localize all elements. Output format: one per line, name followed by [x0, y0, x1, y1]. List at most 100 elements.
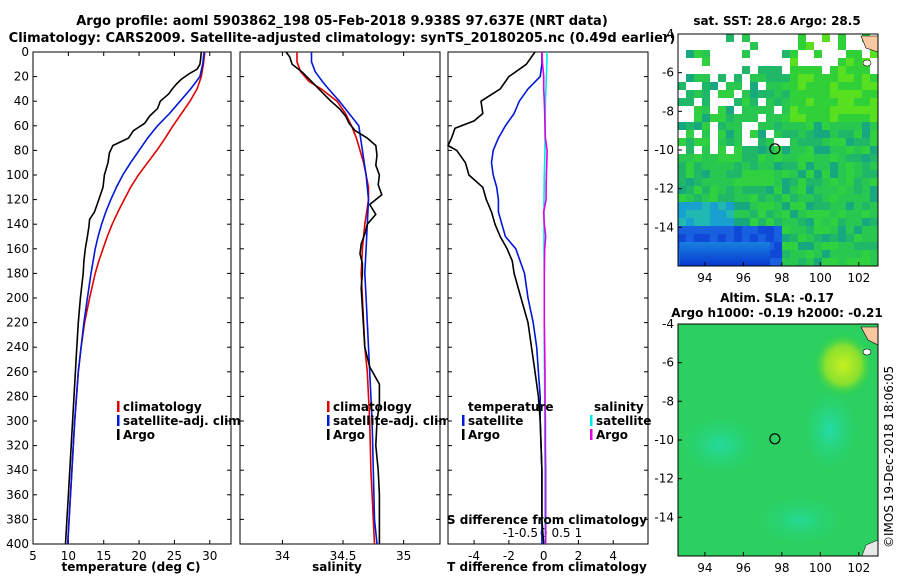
sst-pixel	[790, 90, 798, 98]
sst-pixel	[742, 210, 750, 218]
sst-pixel	[686, 138, 694, 146]
sst-pixel	[750, 82, 758, 90]
sst-pixel	[838, 34, 846, 42]
sst-pixel	[710, 226, 718, 234]
sst-pixel	[862, 146, 870, 154]
sst-pixel	[854, 210, 862, 218]
sla-map-anomalies	[680, 326, 879, 557]
sst-pixel	[726, 34, 734, 42]
sst-pixel	[846, 234, 854, 242]
sst-pixel	[822, 130, 830, 138]
s-diff-xtick-label: -1	[503, 526, 515, 540]
sst-pixel	[806, 98, 814, 106]
sst-pixel	[798, 114, 806, 122]
sst-pixel	[774, 218, 782, 226]
sst-pixel	[830, 170, 838, 178]
sst-pixel	[814, 194, 822, 202]
sst-pixel	[822, 34, 830, 42]
t-diff-xtick-label: -4	[468, 549, 480, 563]
sst-pixel	[742, 202, 750, 210]
temp-series-satellite-adj-clim-	[66, 51, 205, 545]
sst-pixel	[790, 162, 798, 170]
sst-pixel	[678, 218, 686, 226]
sst-pixel	[798, 226, 806, 234]
temp-xtick-label: 5	[29, 549, 37, 563]
sst-pixel	[806, 90, 814, 98]
sst-pixel	[694, 170, 702, 178]
sst-pixel	[806, 202, 814, 210]
sst-pixel	[806, 242, 814, 250]
sst-pixel	[854, 82, 862, 90]
temp-series-argo	[64, 51, 203, 545]
salinity-legend-swatch	[327, 401, 330, 412]
sst-pixel	[774, 146, 782, 154]
sst-pixel	[726, 130, 734, 138]
sst-pixel	[830, 98, 838, 106]
diff-temperature-legend-label: Argo	[468, 428, 500, 442]
map-lat-tick-label: -4	[662, 27, 674, 41]
sst-pixel	[734, 74, 742, 82]
sst-pixel	[814, 242, 822, 250]
sst-pixel	[798, 154, 806, 162]
sst-pixel	[862, 138, 870, 146]
sst-pixel	[830, 90, 838, 98]
sst-pixel	[774, 130, 782, 138]
sst-pixel	[734, 218, 742, 226]
sst-pixel	[790, 202, 798, 210]
sst-pixel	[758, 170, 766, 178]
sst-pixel	[782, 210, 790, 218]
sst-pixel	[718, 146, 726, 154]
sst-pixel	[750, 178, 758, 186]
map-lon-tick-label: 100	[809, 561, 832, 575]
sst-pixel	[702, 210, 710, 218]
sst-pixel	[782, 90, 790, 98]
sst-pixel	[766, 154, 774, 162]
sst-pixel	[814, 202, 822, 210]
sst-pixel	[854, 122, 862, 130]
sst-pixel	[870, 170, 878, 178]
temp-xtick-label: 20	[131, 549, 146, 563]
sst-pixel	[822, 250, 830, 258]
sst-pixel	[838, 66, 846, 74]
sst-pixel	[758, 186, 766, 194]
sst-pixel	[798, 170, 806, 178]
sst-pixel	[726, 90, 734, 98]
sst-pixel	[726, 218, 734, 226]
sst-pixel	[726, 138, 734, 146]
depth-tick-label: 100	[6, 168, 29, 182]
sst-pixel	[846, 114, 854, 122]
sst-pixel	[726, 194, 734, 202]
sla-map-title-line1: Altim. SLA: -0.17	[720, 291, 834, 305]
sst-pixel	[750, 106, 758, 114]
sst-pixel	[686, 202, 694, 210]
sst-pixel	[814, 122, 822, 130]
sst-pixel	[734, 82, 742, 90]
sst-pixel	[726, 162, 734, 170]
sst-pixel	[814, 98, 822, 106]
sst-map-field	[678, 34, 879, 266]
map-lat-tick-label: -8	[662, 394, 674, 408]
sst-pixel	[702, 154, 710, 162]
sst-pixel	[854, 226, 862, 234]
sst-pixel	[846, 58, 854, 66]
map-lat-tick-label: -6	[662, 356, 674, 370]
sst-pixel	[854, 242, 862, 250]
sst-pixel	[750, 210, 758, 218]
sst-pixel	[782, 114, 790, 122]
sst-pixel	[750, 90, 758, 98]
sst-pixel	[734, 210, 742, 218]
sst-pixel	[686, 218, 694, 226]
sst-pixel	[702, 170, 710, 178]
sst-pixel	[806, 170, 814, 178]
sst-pixel	[758, 106, 766, 114]
sal-xtick-label: 35	[396, 549, 411, 563]
sst-pixel	[766, 170, 774, 178]
sst-pixel	[846, 202, 854, 210]
sst-pixel	[822, 106, 830, 114]
sst-pixel	[838, 90, 846, 98]
sst-pixel	[814, 114, 822, 122]
sst-pixel	[718, 114, 726, 122]
sst-pixel	[822, 194, 830, 202]
sst-pixel	[838, 42, 846, 50]
sst-pixel	[870, 258, 878, 266]
